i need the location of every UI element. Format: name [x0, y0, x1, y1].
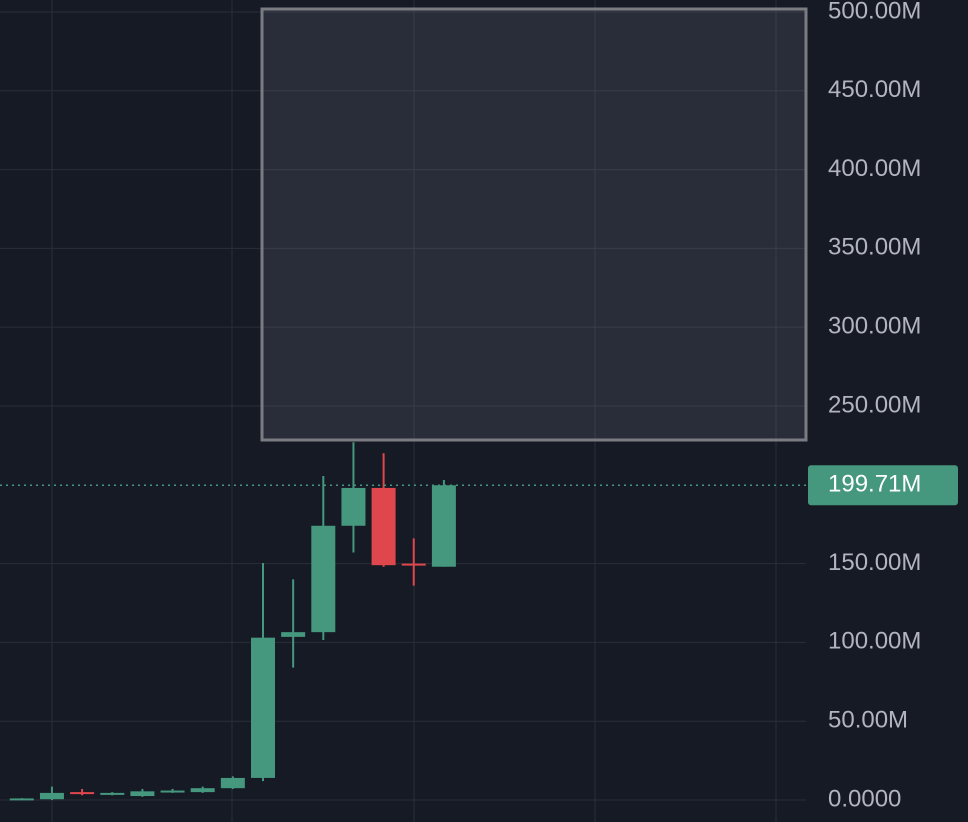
plot: [0, 11, 806, 801]
time-grid: [51, 0, 777, 822]
candle-body: [281, 632, 306, 637]
candle-body: [130, 791, 155, 797]
candle-body: [190, 788, 215, 793]
candle-body: [371, 487, 396, 566]
selection-box: [260, 7, 808, 442]
y-tick-label: 400.00M: [828, 155, 921, 182]
y-tick-label: 500.00M: [828, 0, 921, 24]
last-price-label: 199.71M: [828, 471, 921, 498]
candle-body: [401, 563, 426, 566]
axis: 0.0000 50.00M 100.00M 150.00M 250.00M 300.00M…: [808, 0, 958, 812]
candle-body: [311, 525, 336, 633]
candle-body: [9, 798, 34, 801]
candle-body: [431, 485, 456, 567]
y-tick-label: 50.00M: [828, 707, 908, 734]
candle-body: [220, 777, 245, 789]
candle-body: [341, 487, 366, 526]
y-tick-label: 100.00M: [828, 628, 921, 655]
y-tick-label: 350.00M: [828, 234, 921, 261]
y-tick-label: 250.00M: [828, 391, 921, 418]
candle-body: [160, 790, 185, 793]
y-tick-label: 450.00M: [828, 76, 921, 103]
candle-body: [70, 792, 95, 795]
y-tick-label: 300.00M: [828, 313, 921, 340]
candle-body: [251, 637, 275, 778]
y-tick-label: 0.0000: [828, 785, 901, 812]
last-price-badge: [808, 465, 958, 506]
y-tick-label: 150.00M: [828, 549, 921, 576]
candle-body: [39, 792, 64, 800]
candle-body: [100, 792, 125, 795]
